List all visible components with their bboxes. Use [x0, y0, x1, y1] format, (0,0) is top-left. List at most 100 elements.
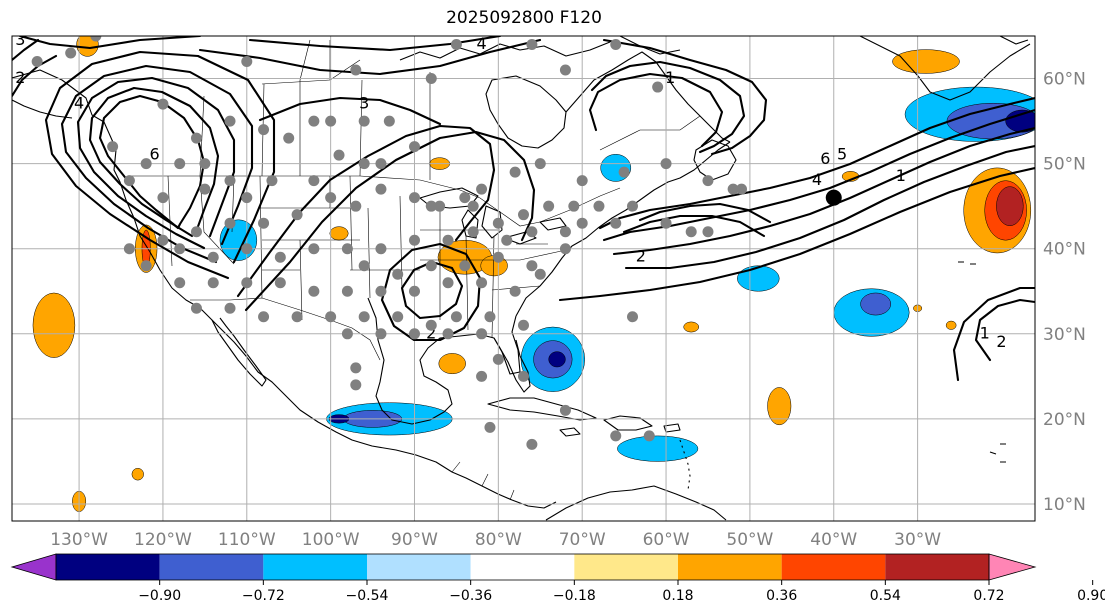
contour-label: 2 — [426, 323, 436, 342]
station-dot — [534, 268, 546, 280]
station-dot — [241, 243, 253, 255]
anomaly-cell — [32, 292, 76, 358]
station-dot — [492, 217, 504, 229]
station-dot — [283, 132, 295, 144]
station-dot — [660, 217, 672, 229]
station-dot — [534, 158, 546, 170]
colorbar: −0.90 −0.72 −0.54 −0.36 −0.18 0.18 0.36 0.54 0.7… — [10, 553, 1105, 604]
station-dot — [576, 175, 588, 187]
station-dot — [375, 243, 387, 255]
anomaly-cell — [945, 320, 957, 330]
station-dot — [442, 234, 454, 246]
station-dot — [274, 251, 286, 263]
longitude-tick-label: 30°W — [894, 530, 941, 550]
station-dot — [325, 115, 337, 127]
station-dot — [274, 277, 286, 289]
station-dot — [425, 319, 437, 331]
longitude-tick-label: 90°W — [391, 530, 438, 550]
station-dot — [266, 175, 278, 187]
contour-label: 2 — [636, 247, 646, 266]
anomaly-cell — [438, 353, 466, 375]
station-dot — [450, 311, 462, 323]
anomaly-cell — [737, 265, 780, 292]
station-dot — [383, 115, 395, 127]
location-marker — [825, 189, 842, 206]
station-dot — [350, 362, 362, 374]
station-dot — [199, 158, 211, 170]
station-dot — [157, 192, 169, 204]
station-dot — [358, 311, 370, 323]
contour-label: 5 — [837, 145, 847, 164]
station-dot — [199, 183, 211, 195]
station-dot — [459, 260, 471, 272]
colorbar-segment — [678, 554, 782, 580]
station-dot — [358, 158, 370, 170]
contour-label: 2 — [15, 68, 25, 87]
contour-label: 6 — [820, 149, 830, 168]
station-dot — [543, 200, 555, 212]
colorbar-segment — [470, 554, 575, 580]
colorbar-tick-label: 0.54 — [870, 588, 901, 604]
contour-label: 1 — [896, 166, 906, 185]
station-dot — [375, 158, 387, 170]
latitude-tick-label: 40°N — [1043, 240, 1086, 260]
colorbar-frame — [55, 553, 990, 581]
station-dot — [190, 226, 202, 238]
station-dot — [174, 277, 186, 289]
station-dot — [358, 115, 370, 127]
station-dot — [576, 217, 588, 229]
colorbar-tick-label: −0.90 — [138, 588, 181, 604]
longitude-tick-label: 40°W — [810, 530, 857, 550]
contour-label: 1 — [665, 68, 675, 87]
station-dot — [492, 251, 504, 263]
map-title: 2025092800 F120 — [446, 8, 602, 28]
station-dot — [174, 243, 186, 255]
longitude-tick-label: 80°W — [475, 530, 522, 550]
station-dot — [501, 234, 513, 246]
station-dot — [476, 183, 488, 195]
station-dot — [140, 260, 152, 272]
gridlines — [12, 36, 1035, 521]
station-dot — [467, 200, 479, 212]
colorbar-segment — [263, 554, 367, 580]
station-dot — [308, 285, 320, 297]
station-dot — [610, 217, 622, 229]
station-dot — [610, 39, 622, 51]
station-dot — [258, 311, 270, 323]
station-dot — [434, 200, 446, 212]
station-dot — [90, 36, 102, 42]
station-dot — [308, 175, 320, 187]
station-dot — [568, 200, 580, 212]
latitude-tick-label: 20°N — [1043, 410, 1086, 430]
station-dot — [526, 226, 538, 238]
anomaly-cell — [76, 36, 99, 57]
station-dot — [702, 175, 714, 187]
station-dot — [509, 285, 521, 297]
anomaly-cell — [131, 467, 144, 481]
latitude-tick-label: 60°N — [1043, 70, 1086, 90]
station-dot — [459, 192, 471, 204]
contour-label: 1 — [980, 323, 990, 342]
station-dot — [190, 302, 202, 314]
station-dot — [593, 200, 605, 212]
colorbar-segment — [56, 554, 160, 580]
station-dot — [157, 98, 169, 110]
station-dot — [350, 64, 362, 76]
station-dot — [442, 277, 454, 289]
colorbar-segment — [885, 554, 989, 580]
longitude-tick-label: 110°W — [218, 530, 276, 550]
station-dot — [484, 311, 496, 323]
station-dot — [408, 192, 420, 204]
station-dot — [123, 243, 135, 255]
station-dot — [559, 226, 571, 238]
colorbar-tick-label: −0.36 — [449, 588, 492, 604]
station-dot — [492, 353, 504, 365]
station-dot — [627, 200, 639, 212]
longitude-tick-label: 100°W — [302, 530, 360, 550]
station-dot — [450, 39, 462, 51]
station-dot — [476, 277, 488, 289]
station-dot — [341, 285, 353, 297]
anomaly-cell — [548, 351, 566, 368]
station-dot — [559, 243, 571, 255]
station-dot — [408, 328, 420, 340]
